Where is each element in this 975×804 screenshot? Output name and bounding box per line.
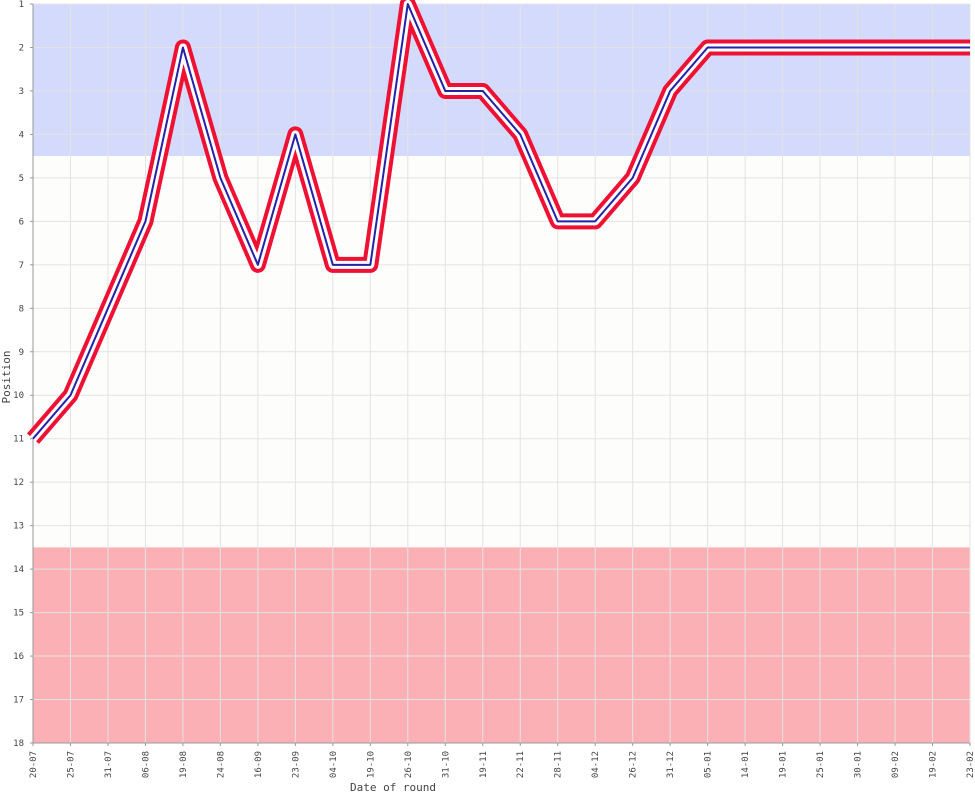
x-tick-label-04-10: 04-10 bbox=[329, 751, 339, 778]
y-tick-label-8: 8 bbox=[19, 304, 24, 314]
x-tick-label-26-12: 26-12 bbox=[629, 751, 639, 778]
y-tick-label-6: 6 bbox=[19, 217, 24, 227]
x-tick-label-19-02: 19-02 bbox=[929, 751, 939, 778]
x-tick-label-09-02: 09-02 bbox=[891, 751, 901, 778]
x-tick-label-31-10: 31-10 bbox=[441, 751, 451, 778]
x-tick-label-23-09: 23-09 bbox=[291, 751, 301, 778]
x-tick-label-26-10: 26-10 bbox=[404, 751, 414, 778]
series-line-core-0 bbox=[32, 3, 970, 440]
x-tick-label-19-10: 19-10 bbox=[366, 751, 376, 778]
y-tick-label-3: 3 bbox=[19, 87, 24, 97]
x-tick-label-25-07: 25-07 bbox=[66, 751, 76, 778]
y-tick-label-7: 7 bbox=[19, 261, 24, 271]
axes bbox=[32, 4, 970, 744]
y-tick-label-10: 10 bbox=[13, 391, 24, 401]
x-tick-label-31-07: 31-07 bbox=[104, 751, 114, 778]
x-tick-label-31-12: 31-12 bbox=[666, 751, 676, 778]
zone-band-2 bbox=[33, 547, 970, 743]
x-tick-labels: 20-07 25-07 31-07 06-08 19-08 24-08 16-09 23-09… bbox=[29, 743, 975, 778]
y-tick-label-2: 2 bbox=[19, 43, 24, 53]
x-tick-label-19-01: 19-01 bbox=[779, 751, 789, 778]
x-tick-label-14-01: 14-01 bbox=[741, 751, 751, 778]
x-tick-label-20-07: 20-07 bbox=[29, 751, 39, 778]
y-tick-label-9: 9 bbox=[19, 348, 24, 358]
y-tick-label-15: 15 bbox=[13, 609, 24, 619]
x-tick-label-30-01: 30-01 bbox=[854, 751, 864, 778]
y-tick-label-16: 16 bbox=[13, 652, 24, 662]
x-tick-label-24-08: 24-08 bbox=[216, 751, 226, 778]
x-tick-label-19-08: 19-08 bbox=[179, 751, 189, 778]
y-tick-label-12: 12 bbox=[13, 478, 24, 488]
y-tick-label-1: 1 bbox=[19, 0, 24, 10]
x-axis-label: Date of round bbox=[350, 781, 436, 794]
x-tick-label-04-12: 04-12 bbox=[591, 751, 601, 778]
series-lines bbox=[26, 0, 970, 444]
x-tick-label-06-08: 06-08 bbox=[141, 751, 151, 778]
x-tick-label-25-01: 25-01 bbox=[816, 751, 826, 778]
x-tick-label-19-11: 19-11 bbox=[479, 751, 489, 778]
y-tick-label-13: 13 bbox=[13, 522, 24, 532]
x-tick-label-23-02: 23-02 bbox=[966, 751, 975, 778]
x-tick-label-28-11: 28-11 bbox=[554, 751, 564, 778]
y-tick-label-14: 14 bbox=[13, 565, 24, 575]
y-tick-label-17: 17 bbox=[13, 696, 24, 706]
x-tick-label-16-09: 16-09 bbox=[254, 751, 264, 778]
y-axis-label: Position bbox=[0, 351, 13, 404]
y-tick-label-18: 18 bbox=[13, 739, 24, 749]
x-tick-label-22-11: 22-11 bbox=[516, 751, 526, 778]
y-tick-label-11: 11 bbox=[13, 435, 24, 445]
x-tick-label-05-01: 05-01 bbox=[704, 751, 714, 778]
y-tick-label-4: 4 bbox=[19, 130, 24, 140]
y-tick-label-5: 5 bbox=[19, 174, 24, 184]
